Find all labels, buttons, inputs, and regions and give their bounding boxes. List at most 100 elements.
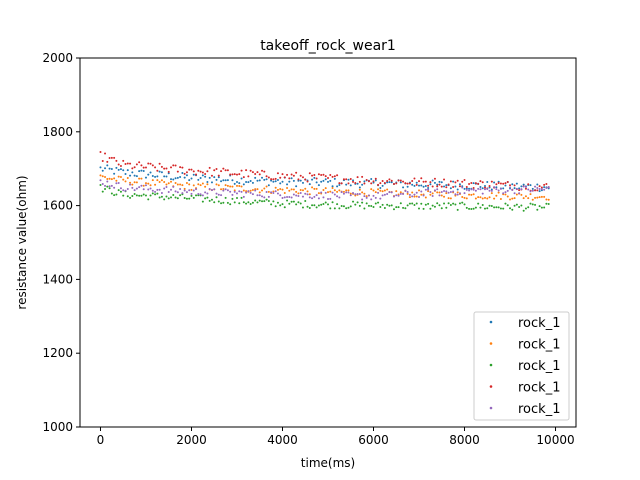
- data-point: [488, 186, 491, 189]
- legend-marker: [489, 342, 493, 345]
- data-point: [101, 169, 104, 172]
- data-point: [381, 190, 384, 193]
- data-point: [315, 206, 318, 209]
- data-point: [354, 182, 357, 185]
- data-point: [220, 170, 223, 173]
- data-point: [311, 186, 314, 189]
- data-point: [349, 184, 352, 187]
- data-point: [154, 166, 157, 169]
- data-point: [144, 166, 147, 169]
- data-point: [329, 197, 332, 200]
- data-point: [347, 189, 350, 192]
- data-point: [420, 184, 423, 187]
- data-point: [113, 172, 116, 175]
- data-point: [163, 175, 166, 178]
- data-point: [195, 173, 198, 176]
- data-point: [443, 195, 446, 198]
- data-point: [515, 187, 518, 190]
- data-point: [297, 195, 300, 198]
- data-point: [445, 192, 448, 195]
- data-point: [322, 189, 325, 192]
- data-point: [422, 185, 425, 188]
- data-point: [472, 207, 475, 210]
- data-point: [317, 173, 320, 176]
- data-point: [185, 191, 188, 194]
- data-point: [131, 167, 134, 170]
- data-point: [538, 205, 541, 208]
- data-points: [99, 151, 550, 212]
- data-point: [149, 162, 152, 165]
- data-point: [101, 183, 104, 186]
- data-point: [142, 188, 145, 191]
- data-point: [270, 203, 273, 206]
- data-point: [411, 195, 414, 198]
- data-point: [520, 185, 523, 188]
- data-point: [356, 192, 359, 195]
- data-point: [113, 186, 116, 189]
- data-point: [249, 169, 252, 172]
- data-point: [151, 164, 154, 167]
- data-point: [308, 193, 311, 196]
- data-point: [181, 172, 184, 174]
- data-point: [490, 204, 493, 207]
- data-point: [438, 204, 441, 207]
- data-point: [174, 181, 177, 184]
- data-point: [327, 198, 329, 201]
- data-point: [367, 194, 370, 197]
- data-point: [117, 175, 120, 178]
- data-point: [497, 191, 500, 194]
- data-point: [443, 190, 446, 193]
- data-point: [390, 181, 393, 184]
- data-point: [322, 196, 325, 199]
- data-point: [524, 185, 527, 188]
- data-point: [418, 184, 421, 187]
- data-point: [267, 176, 270, 179]
- data-point: [256, 188, 259, 191]
- data-point: [520, 204, 523, 207]
- data-point: [249, 189, 252, 192]
- data-point: [479, 206, 482, 209]
- data-point: [226, 179, 229, 182]
- data-point: [117, 163, 120, 166]
- data-point: [540, 206, 543, 209]
- data-point: [431, 179, 434, 182]
- data-point: [413, 195, 416, 198]
- data-point: [468, 182, 471, 185]
- data-point: [233, 201, 236, 204]
- data-point: [538, 185, 541, 188]
- data-point: [238, 182, 241, 185]
- data-point: [495, 183, 498, 186]
- data-point: [254, 199, 257, 202]
- data-point: [151, 192, 154, 195]
- data-point: [383, 193, 386, 196]
- data-point: [101, 160, 104, 163]
- data-point: [304, 199, 307, 202]
- data-point: [242, 189, 245, 192]
- data-point: [204, 172, 207, 175]
- data-point: [245, 190, 248, 193]
- data-point: [504, 191, 507, 194]
- data-point: [424, 185, 427, 188]
- data-point: [131, 186, 134, 189]
- data-point: [436, 188, 439, 191]
- data-point: [372, 194, 375, 197]
- data-point: [188, 179, 191, 182]
- data-point: [270, 191, 273, 194]
- data-point: [327, 180, 329, 183]
- data-point: [413, 203, 416, 206]
- data-point: [190, 192, 193, 195]
- x-tick-label: 6000: [358, 433, 389, 447]
- data-point: [138, 161, 141, 164]
- data-point: [506, 189, 509, 192]
- data-point: [104, 175, 107, 178]
- data-point: [142, 184, 145, 187]
- data-point: [543, 186, 546, 189]
- data-point: [365, 195, 368, 198]
- data-point: [336, 195, 339, 198]
- data-point: [370, 178, 373, 181]
- data-point: [117, 181, 120, 184]
- data-point: [315, 187, 318, 190]
- data-point: [506, 195, 509, 198]
- data-point: [167, 197, 170, 200]
- data-point: [106, 164, 109, 167]
